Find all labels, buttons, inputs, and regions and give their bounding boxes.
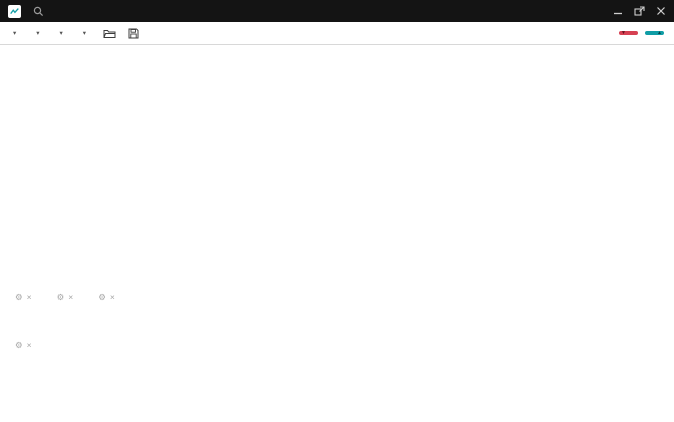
- close-icon[interactable]: ×: [68, 292, 74, 302]
- search-icon[interactable]: [33, 6, 44, 17]
- rsi-indicator-chips: ⚙ ×: [7, 340, 32, 350]
- menu-technical[interactable]: ▾: [33, 29, 39, 37]
- up-tick-icon: ▲: [657, 30, 662, 36]
- close-icon[interactable]: ×: [26, 292, 32, 302]
- close-icon[interactable]: ×: [26, 340, 32, 350]
- open-folder-icon[interactable]: [103, 28, 116, 39]
- menu-daily[interactable]: ▾: [10, 29, 16, 37]
- toolbar: ▾ ▾ ▾ ▾ ▼ ▲: [0, 22, 674, 45]
- indicator-chip-pro-trends: ⚙ ×: [49, 292, 74, 302]
- minimize-icon[interactable]: [613, 6, 623, 16]
- title-left: [8, 4, 44, 18]
- popout-icon[interactable]: [634, 6, 645, 16]
- gear-icon[interactable]: ⚙: [56, 292, 65, 302]
- close-icon[interactable]: ×: [109, 292, 115, 302]
- chevron-down-icon: ▾: [59, 30, 63, 37]
- gear-icon[interactable]: ⚙: [98, 292, 106, 302]
- gear-icon[interactable]: ⚙: [15, 292, 23, 302]
- window-controls: [613, 6, 666, 16]
- indicator-chip-candle-ptns: ⚙ ×: [7, 292, 32, 302]
- title-bar: [0, 0, 674, 22]
- indicator-chip-rsi: ⚙ ×: [7, 340, 32, 350]
- chevron-down-icon: ▾: [82, 30, 87, 37]
- chevron-down-icon: ▾: [13, 30, 17, 37]
- gear-icon[interactable]: ⚙: [15, 340, 23, 350]
- menu-display[interactable]: ▾: [57, 29, 63, 37]
- save-icon[interactable]: [128, 28, 139, 39]
- bid-price-badge[interactable]: ▼: [619, 30, 638, 36]
- chevron-down-icon: ▾: [36, 30, 40, 37]
- ask-price-badge[interactable]: ▲: [645, 30, 664, 36]
- indicator-chip-vwap: ⚙ ×: [90, 292, 115, 302]
- down-tick-icon: ▼: [621, 30, 626, 36]
- close-icon[interactable]: [656, 6, 666, 16]
- main-indicator-chips: ⚙ × ⚙ × ⚙ ×: [7, 292, 115, 302]
- app-logo-icon: [8, 4, 21, 18]
- menu-more[interactable]: ▾: [80, 29, 86, 37]
